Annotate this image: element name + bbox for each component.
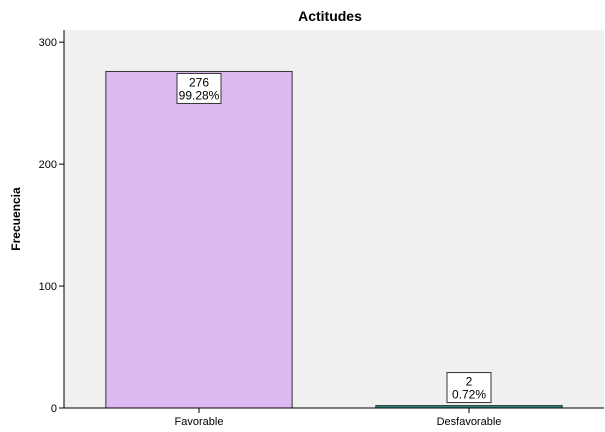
x-tick-label: Favorable: [175, 416, 224, 428]
y-axis-label: Frecuencia: [9, 187, 23, 251]
data-label-percent: 99.28%: [179, 88, 220, 102]
y-tick-label: 200: [39, 159, 57, 171]
y-tick-label: 100: [39, 281, 57, 293]
y-tick-label: 300: [39, 37, 57, 49]
bars-group: [105, 70, 563, 409]
chart-title: Actitudes: [298, 8, 362, 24]
bar-favorable: [105, 70, 293, 409]
data-label: 20.72%: [446, 372, 492, 404]
y-axis: 0 100 200 300: [39, 30, 65, 415]
x-axis: Favorable Desfavorable: [64, 407, 604, 428]
x-tick-label: Desfavorable: [437, 416, 502, 428]
y-tick-label: 0: [51, 403, 57, 415]
data-label-count: 2: [466, 375, 473, 389]
data-label-box: [446, 372, 492, 404]
data-label-percent: 0.72%: [452, 388, 486, 402]
data-label-box: [176, 72, 222, 104]
data-label-count: 276: [189, 75, 209, 89]
